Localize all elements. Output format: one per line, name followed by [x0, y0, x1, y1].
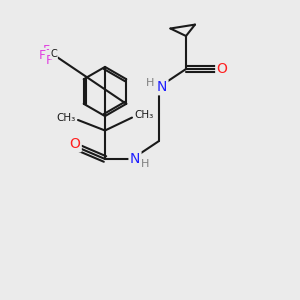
Text: CH₃: CH₃ [134, 110, 154, 120]
Text: O: O [217, 62, 227, 76]
Text: CH₃: CH₃ [56, 112, 76, 123]
Text: F: F [46, 53, 53, 67]
Text: N: N [157, 80, 167, 94]
Text: O: O [70, 137, 80, 151]
Text: H: H [146, 77, 154, 88]
Text: H: H [141, 159, 150, 170]
Text: N: N [130, 152, 140, 166]
Text: C: C [51, 49, 57, 59]
Text: F: F [38, 49, 46, 62]
Text: F: F [43, 44, 50, 57]
